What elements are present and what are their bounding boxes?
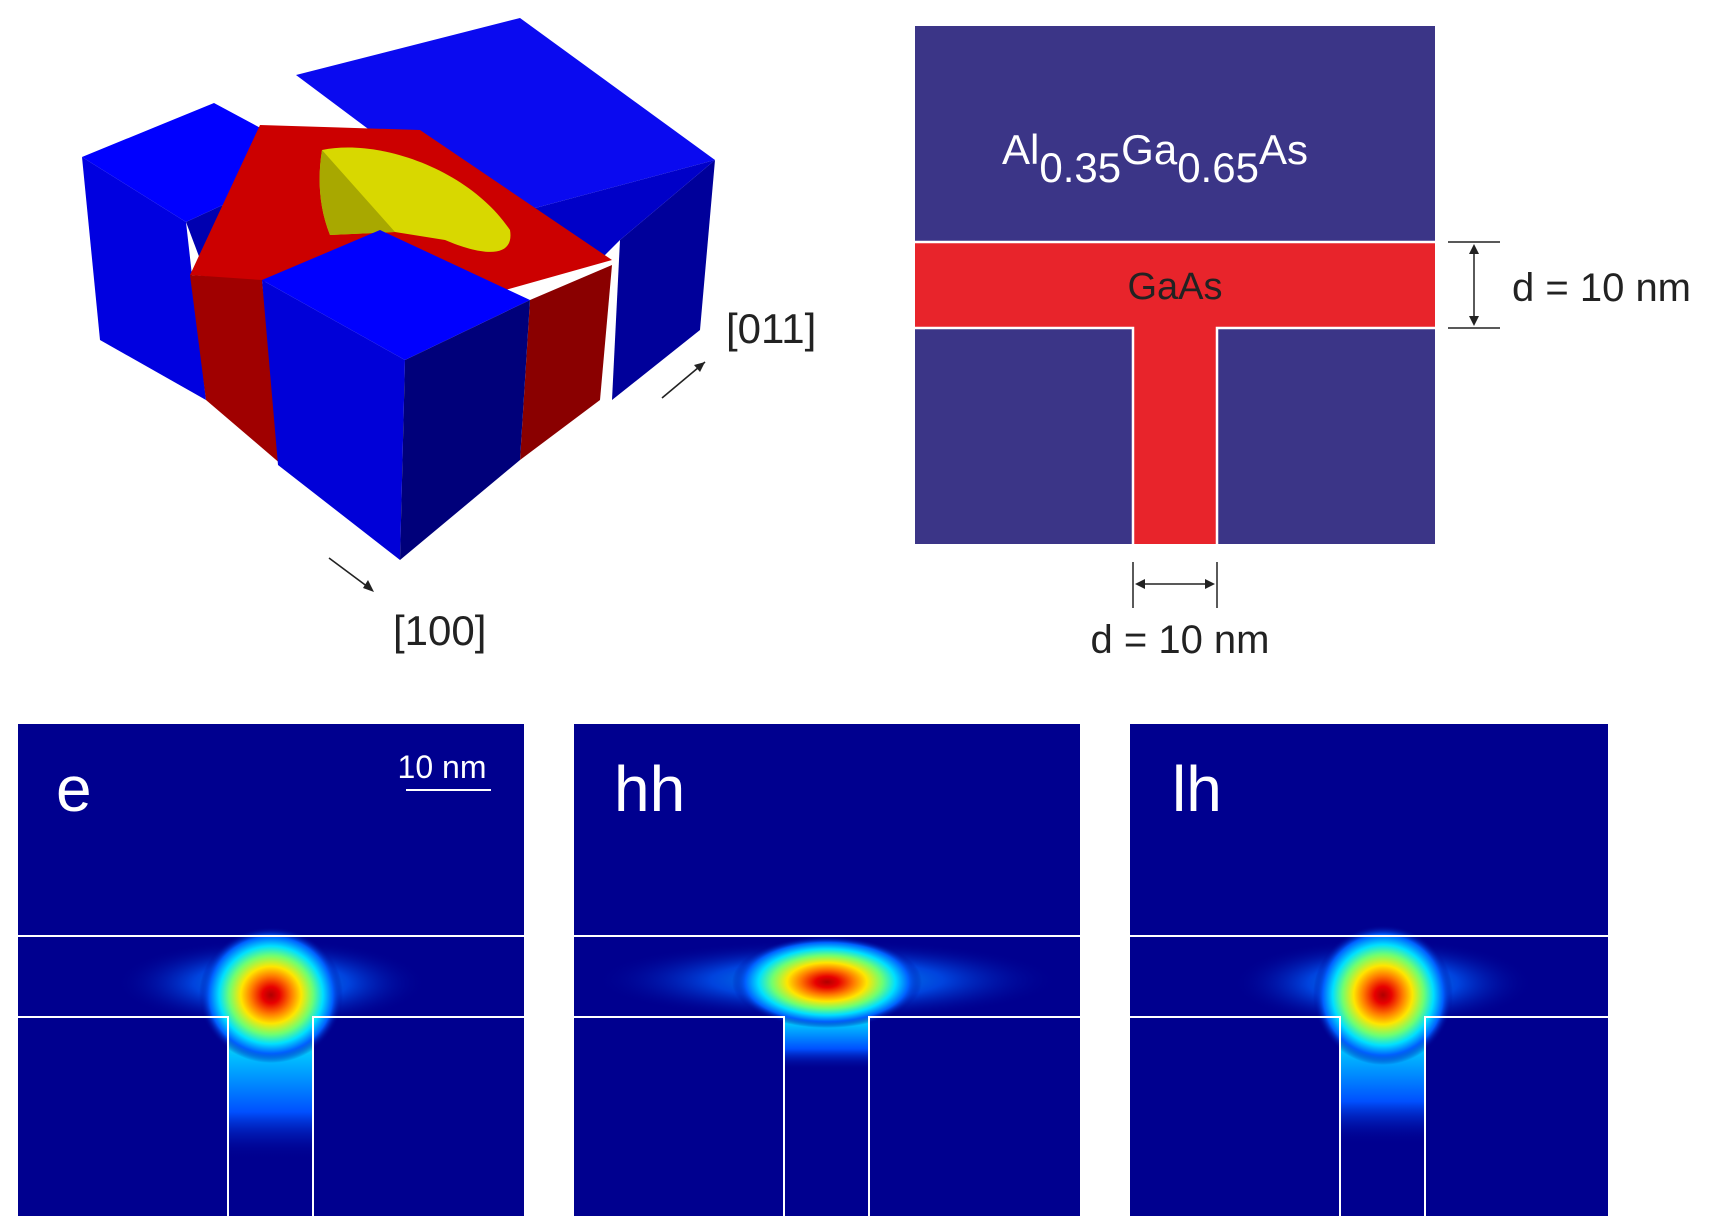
iso-front-block-top <box>262 230 530 360</box>
well-stem <box>1133 326 1217 544</box>
thickness-dimension <box>1448 241 1500 329</box>
panel-lh-label: lh <box>1172 753 1222 825</box>
iso-left-block-front <box>82 157 206 400</box>
interface-line-bottom <box>915 326 1135 544</box>
panel-hh <box>574 724 1080 1216</box>
iso-wavefunction-yellow-shade <box>319 150 395 235</box>
cross-section <box>915 26 1435 544</box>
axis-label-100: [100] <box>393 607 486 654</box>
panel-lh <box>1130 724 1608 1216</box>
barrier-composition-label: Al0.35Ga0.65As <box>1002 126 1308 191</box>
scale-bar-label: 10 nm <box>398 749 487 785</box>
axis-label-011: [011] <box>726 305 816 352</box>
panel-e-label: e <box>56 753 92 825</box>
stem-width-dimension <box>1132 562 1218 608</box>
well-label: GaAs <box>1127 266 1222 308</box>
stem-width-label: d = 10 nm <box>1090 618 1269 662</box>
iso-structure <box>82 18 715 560</box>
barrier-bottom-left <box>915 328 1133 544</box>
iso-red-layer-right <box>520 265 612 460</box>
iso-back-block-top <box>296 18 715 220</box>
axis-arrow-011 <box>661 361 706 399</box>
barrier-bottom-right <box>1217 328 1435 544</box>
panel-e <box>18 724 524 1216</box>
barrier-top <box>915 26 1435 242</box>
iso-front-block-front <box>262 280 405 560</box>
axis-arrow-100 <box>328 557 374 592</box>
iso-front-block-right <box>400 300 530 560</box>
panel-hh-label: hh <box>614 753 685 825</box>
well-layer <box>915 242 1435 328</box>
thickness-label: d = 10 nm <box>1512 266 1691 310</box>
iso-red-layer-left <box>190 275 282 465</box>
interface-line-bottom-right <box>1215 326 1435 544</box>
iso-back-block-right <box>612 160 715 400</box>
